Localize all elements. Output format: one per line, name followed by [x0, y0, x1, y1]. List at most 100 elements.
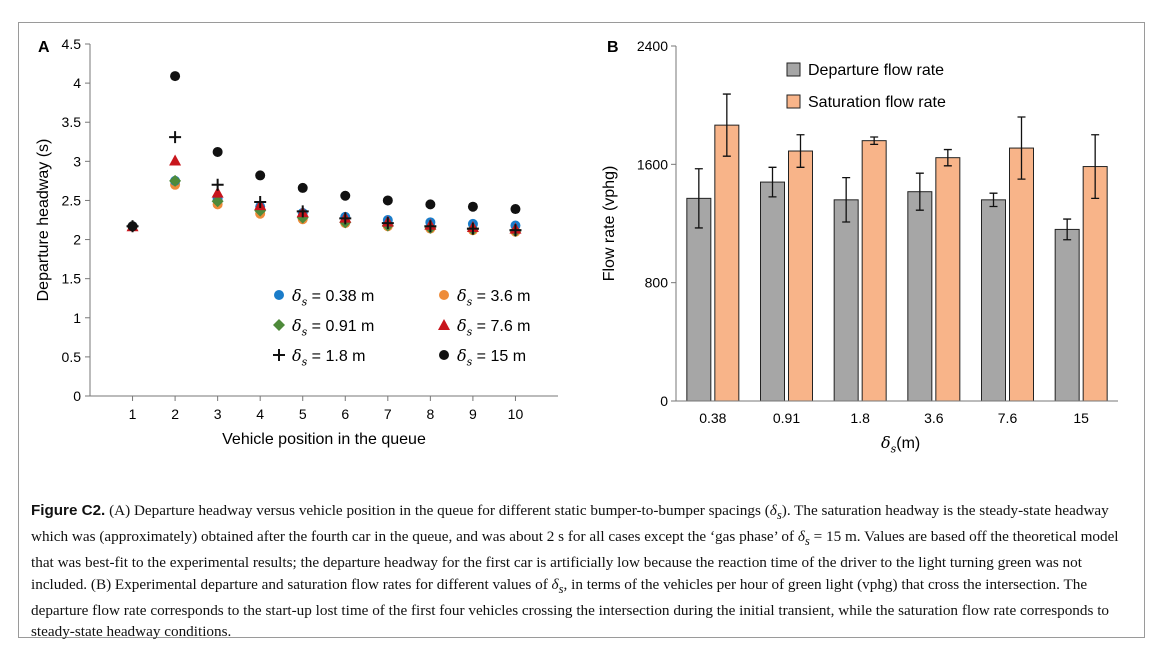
figure-caption: Figure C2. (A) Departure headway versus …	[31, 500, 1131, 642]
y-tick-label-a: 2.5	[62, 192, 82, 208]
error-bar	[1091, 134, 1100, 200]
bar-departure	[686, 197, 712, 402]
x-tick-label-b: 0.38	[699, 410, 726, 426]
legend-marker	[439, 350, 449, 360]
y-tick-label-b: 2400	[637, 38, 668, 54]
caption-symbol: δs	[797, 528, 810, 549]
legend-marker	[439, 290, 449, 300]
legend-label: δs = 0.91 m	[292, 316, 374, 338]
error-bar	[694, 168, 703, 229]
y-tick-label-a: 1.5	[62, 271, 82, 287]
x-tick-label-b: 3.6	[924, 410, 944, 426]
error-bar	[1017, 116, 1026, 180]
error-bar	[989, 192, 998, 208]
data-point-a	[211, 195, 224, 208]
bar-departure	[833, 199, 859, 402]
legend-label: δs = 0.38 m	[292, 286, 374, 308]
x-axis-title-b: δs(m)	[881, 433, 920, 455]
caption-text-3: = 15 m. Values are based off the theoret…	[31, 528, 1119, 593]
bar-departure	[760, 181, 785, 402]
error-bar	[870, 136, 879, 146]
x-tick-label-a: 8	[426, 406, 434, 422]
data-point-a	[169, 154, 182, 166]
legend-label: δs = 15 m	[457, 346, 526, 368]
bar-departure	[907, 191, 933, 402]
caption-label: Figure C2.	[31, 502, 106, 519]
legend-marker	[273, 349, 285, 361]
data-point-a	[382, 195, 393, 206]
x-tick-label-a: 1	[129, 406, 137, 422]
y-tick-label-a: 1	[73, 310, 81, 326]
legend-a: δs = 0.38 m δs = 0.91 m δs = 1.8 m δs = 3.6…	[273, 286, 530, 368]
x-tick-label-a: 10	[508, 406, 524, 422]
y-tick-label-b: 1600	[637, 156, 668, 172]
legend-label: δs = 1.8 m	[292, 346, 365, 368]
data-point-a	[296, 205, 309, 218]
y-axis-title-a: Departure headway (s)	[35, 139, 52, 302]
y-tick-label-a: 3	[73, 153, 81, 169]
legend-swatch	[786, 62, 801, 77]
data-point-a	[254, 196, 267, 209]
legend-marker	[273, 319, 285, 331]
data-point-a	[212, 146, 223, 157]
bar-saturation	[1082, 166, 1108, 402]
legend-marker	[274, 290, 284, 300]
caption-symbol: δs	[551, 575, 564, 596]
error-bar	[943, 148, 952, 167]
data-point-a	[509, 224, 522, 237]
data-point-a	[169, 131, 182, 144]
bar-saturation	[861, 140, 887, 402]
x-tick-label-a: 5	[299, 406, 307, 422]
y-tick-label-a: 4	[73, 75, 81, 91]
data-point-a	[255, 170, 266, 181]
legend-b: Departure flow rate Saturation flow rate	[786, 62, 946, 111]
y-tick-label-a: 4.5	[62, 36, 82, 52]
y-tick-label-a: 0.5	[62, 349, 82, 365]
legend-marker	[438, 319, 450, 330]
y-tick-label-a: 0	[73, 388, 81, 404]
data-point-a	[467, 201, 478, 212]
data-point-a	[510, 204, 521, 215]
legend-label: Saturation flow rate	[808, 94, 946, 111]
y-tick-label-b: 800	[645, 275, 669, 291]
y-tick-label-a: 3.5	[62, 114, 82, 130]
x-tick-label-b: 7.6	[998, 410, 1018, 426]
caption-symbol: δs	[769, 502, 782, 523]
figure-charts: A 0 0.5 1 1.5 2 2.5 3 3.5 4 4.5 1 2 3 4 5 6 7 8 9 10 Vehicle …	[35, 36, 1118, 455]
panel-label-a: A	[38, 39, 50, 56]
error-bar	[1063, 218, 1072, 241]
y-tick-label-a: 2	[73, 232, 81, 248]
error-bar	[915, 172, 924, 211]
bar-saturation	[1009, 147, 1034, 402]
x-tick-label-b: 0.91	[773, 410, 800, 426]
x-axis-title-a: Vehicle position in the queue	[222, 431, 426, 448]
bar-saturation	[788, 150, 813, 402]
data-point-a	[170, 71, 181, 82]
legend-label: δs = 3.6 m	[457, 286, 530, 308]
error-bar	[842, 176, 851, 223]
figure-frame	[18, 22, 1145, 638]
legend-label: δs = 7.6 m	[457, 316, 530, 338]
caption-text-2: ). The saturation headway is the steady-…	[31, 502, 1109, 546]
chart-a: A 0 0.5 1 1.5 2 2.5 3 3.5 4 4.5 1 2 3 4 5 6 7 8 9 10 Vehicle …	[35, 36, 558, 448]
bar-departure	[981, 199, 1006, 402]
x-tick-label-a: 2	[171, 406, 179, 422]
error-bar	[796, 134, 805, 168]
legend-label: Departure flow rate	[808, 62, 944, 79]
caption-text-4: , in terms of the vehicles per hour of g…	[31, 575, 1110, 641]
data-point-a	[169, 174, 182, 187]
y-tick-label-b: 0	[660, 393, 668, 409]
x-tick-label-a: 6	[341, 406, 349, 422]
chart-b: B 0 800 1600 2400 0.38 0.91 1.8 3.6 7.6 15 δs(m) Flo…	[601, 38, 1118, 455]
bar-saturation	[935, 157, 961, 402]
data-point-a	[340, 190, 351, 201]
data-point-a	[466, 222, 479, 235]
data-point-a	[425, 199, 436, 210]
data-point-a	[381, 217, 394, 230]
bar-saturation	[714, 124, 740, 402]
caption-text-1: (A) Departure headway versus vehicle pos…	[105, 502, 770, 519]
error-bar	[722, 93, 731, 157]
bar-departure	[1054, 228, 1080, 402]
x-tick-label-a: 3	[214, 406, 222, 422]
y-axis-title-b: Flow rate (vphg)	[601, 166, 618, 282]
